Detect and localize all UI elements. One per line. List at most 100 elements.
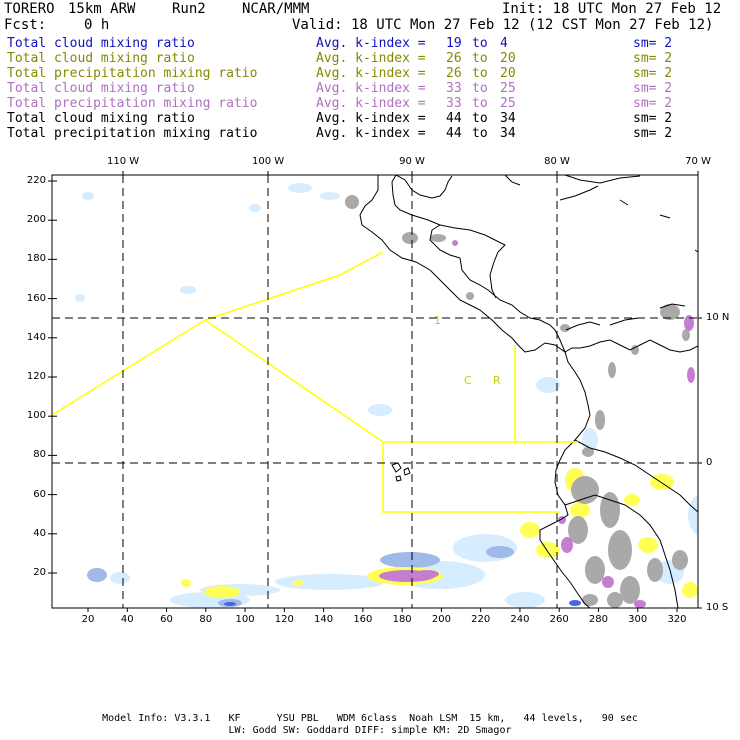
- legend-from: 33: [446, 81, 462, 96]
- forecast-label: Fcst:: [4, 17, 47, 33]
- legend-stat: Avg. k-index =: [316, 96, 426, 111]
- legend-sm: sm= 2: [633, 81, 673, 96]
- legend-to-label: to: [472, 96, 488, 111]
- x-tick-label: 140: [314, 614, 334, 625]
- domain-label-r: R: [493, 374, 501, 387]
- caribbean-islands: [565, 249, 698, 331]
- y-tick-label: 20: [33, 567, 46, 578]
- yellow-precip: [181, 579, 191, 587]
- model-name: TORERO: [4, 1, 55, 17]
- legend-field: Total cloud mixing ratio: [7, 51, 195, 66]
- longitude-label: 80 W: [544, 156, 570, 167]
- cloud-shading: [75, 183, 698, 608]
- y-tick-label: 220: [26, 175, 46, 186]
- legend-to: 20: [500, 51, 516, 66]
- domain-label-c: C: [464, 374, 472, 387]
- legend-to-label: to: [472, 111, 488, 126]
- legend-to: 25: [500, 81, 516, 96]
- gray-cloud: [608, 530, 632, 570]
- x-tick-label: 20: [81, 614, 95, 625]
- purple-cloud: [687, 367, 695, 383]
- gray-cloud: [620, 576, 640, 604]
- cuba-fragment: [564, 175, 641, 184]
- longitude-label: 110 W: [107, 156, 140, 167]
- model-resolution: 15km ARW: [68, 1, 136, 17]
- x-tick-label: 260: [549, 614, 569, 625]
- andes-border-2: [564, 494, 679, 608]
- x-tick-label: 100: [235, 614, 255, 625]
- legend-to-label: to: [472, 66, 488, 81]
- galapagos: [391, 462, 411, 482]
- legend-from: 26: [446, 51, 462, 66]
- x-tick-label: 200: [431, 614, 451, 625]
- plot-frame: [51, 174, 699, 609]
- x-tick-label: 300: [628, 614, 648, 625]
- gray-cloud: [600, 492, 620, 528]
- legend-to: 25: [500, 96, 516, 111]
- legend-to: 20: [500, 66, 516, 81]
- dark-blue-cloud: [224, 602, 236, 606]
- legend-stat: Avg. k-index =: [316, 51, 426, 66]
- yucatan-coast: [395, 175, 453, 199]
- dark-blue-cloud: [569, 600, 581, 606]
- yellow-precip: [204, 586, 240, 598]
- longitude-label: 90 W: [399, 156, 425, 167]
- legend-to-label: to: [472, 51, 488, 66]
- x-tick-label: 180: [392, 614, 412, 625]
- x-tick-label: 40: [120, 614, 134, 625]
- yellow-precip: [293, 580, 303, 586]
- blue-cloud: [380, 552, 440, 568]
- gray-cloud: [560, 324, 570, 332]
- latitude-label: 10 S: [706, 602, 729, 613]
- gray-cloud: [647, 558, 663, 582]
- legend-stat: Avg. k-index =: [316, 81, 426, 96]
- gray-cloud: [595, 410, 605, 430]
- blue-cloud: [486, 546, 514, 558]
- legend-stat: Avg. k-index =: [316, 126, 426, 141]
- gray-cloud: [631, 345, 639, 355]
- legend-field: Total cloud mixing ratio: [7, 36, 195, 51]
- light-blue-cloud: [688, 495, 698, 535]
- legend-from: 33: [446, 96, 462, 111]
- axis-ticks: [48, 171, 702, 612]
- lat-lon-grid: [52, 175, 698, 608]
- light-blue-cloud: [275, 574, 385, 590]
- run-label: Run2: [172, 1, 206, 17]
- legend-stat: Avg. k-index =: [316, 66, 426, 81]
- light-blue-cloud: [110, 572, 130, 584]
- x-tick-label: 280: [588, 614, 608, 625]
- yellow-precip: [536, 542, 560, 558]
- gray-cloud: [345, 195, 359, 209]
- legend-field: Total cloud mixing ratio: [7, 111, 195, 126]
- light-blue-cloud: [288, 183, 312, 193]
- colombia-pacific-coast: [539, 351, 591, 608]
- gray-cloud: [568, 516, 588, 544]
- purple-cloud: [561, 537, 573, 553]
- y-tick-label: 140: [26, 331, 46, 343]
- legend-to-label: to: [472, 126, 488, 141]
- legend-field: Total precipitation mixing ratio: [7, 96, 258, 111]
- physics-info-line: LW: Godd SW: Goddard DIFF: simple KM: 2D…: [228, 725, 512, 736]
- legend-from: 44: [446, 111, 462, 126]
- legend-sm: sm= 2: [633, 51, 673, 66]
- legend-to: 34: [500, 126, 516, 141]
- outer-domain-line: [52, 251, 384, 416]
- y-tick-label: 80: [33, 449, 46, 461]
- y-tick-label: 120: [26, 371, 46, 382]
- gray-cloud: [672, 550, 688, 570]
- organization: NCAR/MMM: [242, 1, 310, 17]
- honduras-coast: [439, 224, 506, 299]
- gray-cloud: [402, 232, 418, 244]
- legend-sm: sm= 2: [633, 96, 673, 111]
- latitude-label: 10 N: [706, 312, 730, 323]
- valid-time: Valid: 18 UTC Mon 27 Feb 12 (12 CST Mon …: [292, 17, 714, 33]
- gray-cloud: [571, 476, 599, 504]
- x-tick-label: 120: [274, 614, 294, 625]
- legend-stat: Avg. k-index =: [316, 111, 426, 126]
- y-tick-label: 60: [33, 488, 46, 500]
- legend-sm: sm= 2: [633, 66, 673, 81]
- legend-field: Total precipitation mixing ratio: [7, 126, 258, 141]
- gray-cloud: [607, 592, 623, 608]
- domain-label-1: 1: [434, 314, 441, 327]
